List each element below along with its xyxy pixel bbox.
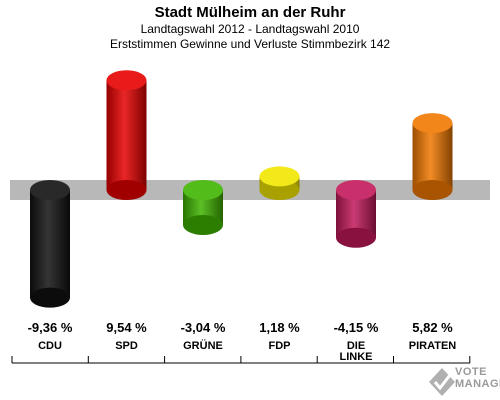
category-label: PIRATEN (409, 340, 457, 352)
bar-piraten (412, 113, 453, 200)
category-label: CDU (38, 340, 62, 352)
category-label: DIE (347, 340, 365, 352)
category-label: SPD (115, 340, 138, 352)
chart-subtitle-2: Erststimmen Gewinne und Verluste Stimmbe… (109, 37, 391, 51)
bar-die-linke (336, 180, 376, 248)
bar-cdu (30, 180, 70, 308)
value-label: 5,82 % (412, 320, 453, 335)
value-label: -9,36 % (28, 320, 73, 335)
chart-titles: Stadt Mülheim an der Ruhr Landtagswahl 2… (0, 0, 500, 52)
value-label: -3,04 % (181, 320, 226, 335)
value-label: -4,15 % (334, 320, 379, 335)
value-label: 9,54 % (106, 320, 147, 335)
vote-manager-logo: VOTE MANAGER (425, 362, 500, 400)
category-label: FDP (269, 340, 291, 352)
logo-text: VOTE MANAGER (455, 366, 500, 390)
value-label: 1,18 % (259, 320, 300, 335)
bar-spd (106, 70, 147, 200)
category-label: LINKE (340, 351, 373, 363)
bar-grüne (183, 180, 223, 235)
logo-line-1: VOTE (455, 366, 487, 378)
ballot-check-icon (429, 368, 455, 396)
category-label: GRÜNE (183, 339, 223, 352)
chart-subtitle-1: Landtagswahl 2012 - Landtagswahl 2010 (140, 22, 360, 36)
bar-fdp (259, 166, 300, 200)
logo-line-2: MANAGER (455, 378, 500, 390)
chart-title: Stadt Mülheim an der Ruhr (154, 4, 346, 21)
